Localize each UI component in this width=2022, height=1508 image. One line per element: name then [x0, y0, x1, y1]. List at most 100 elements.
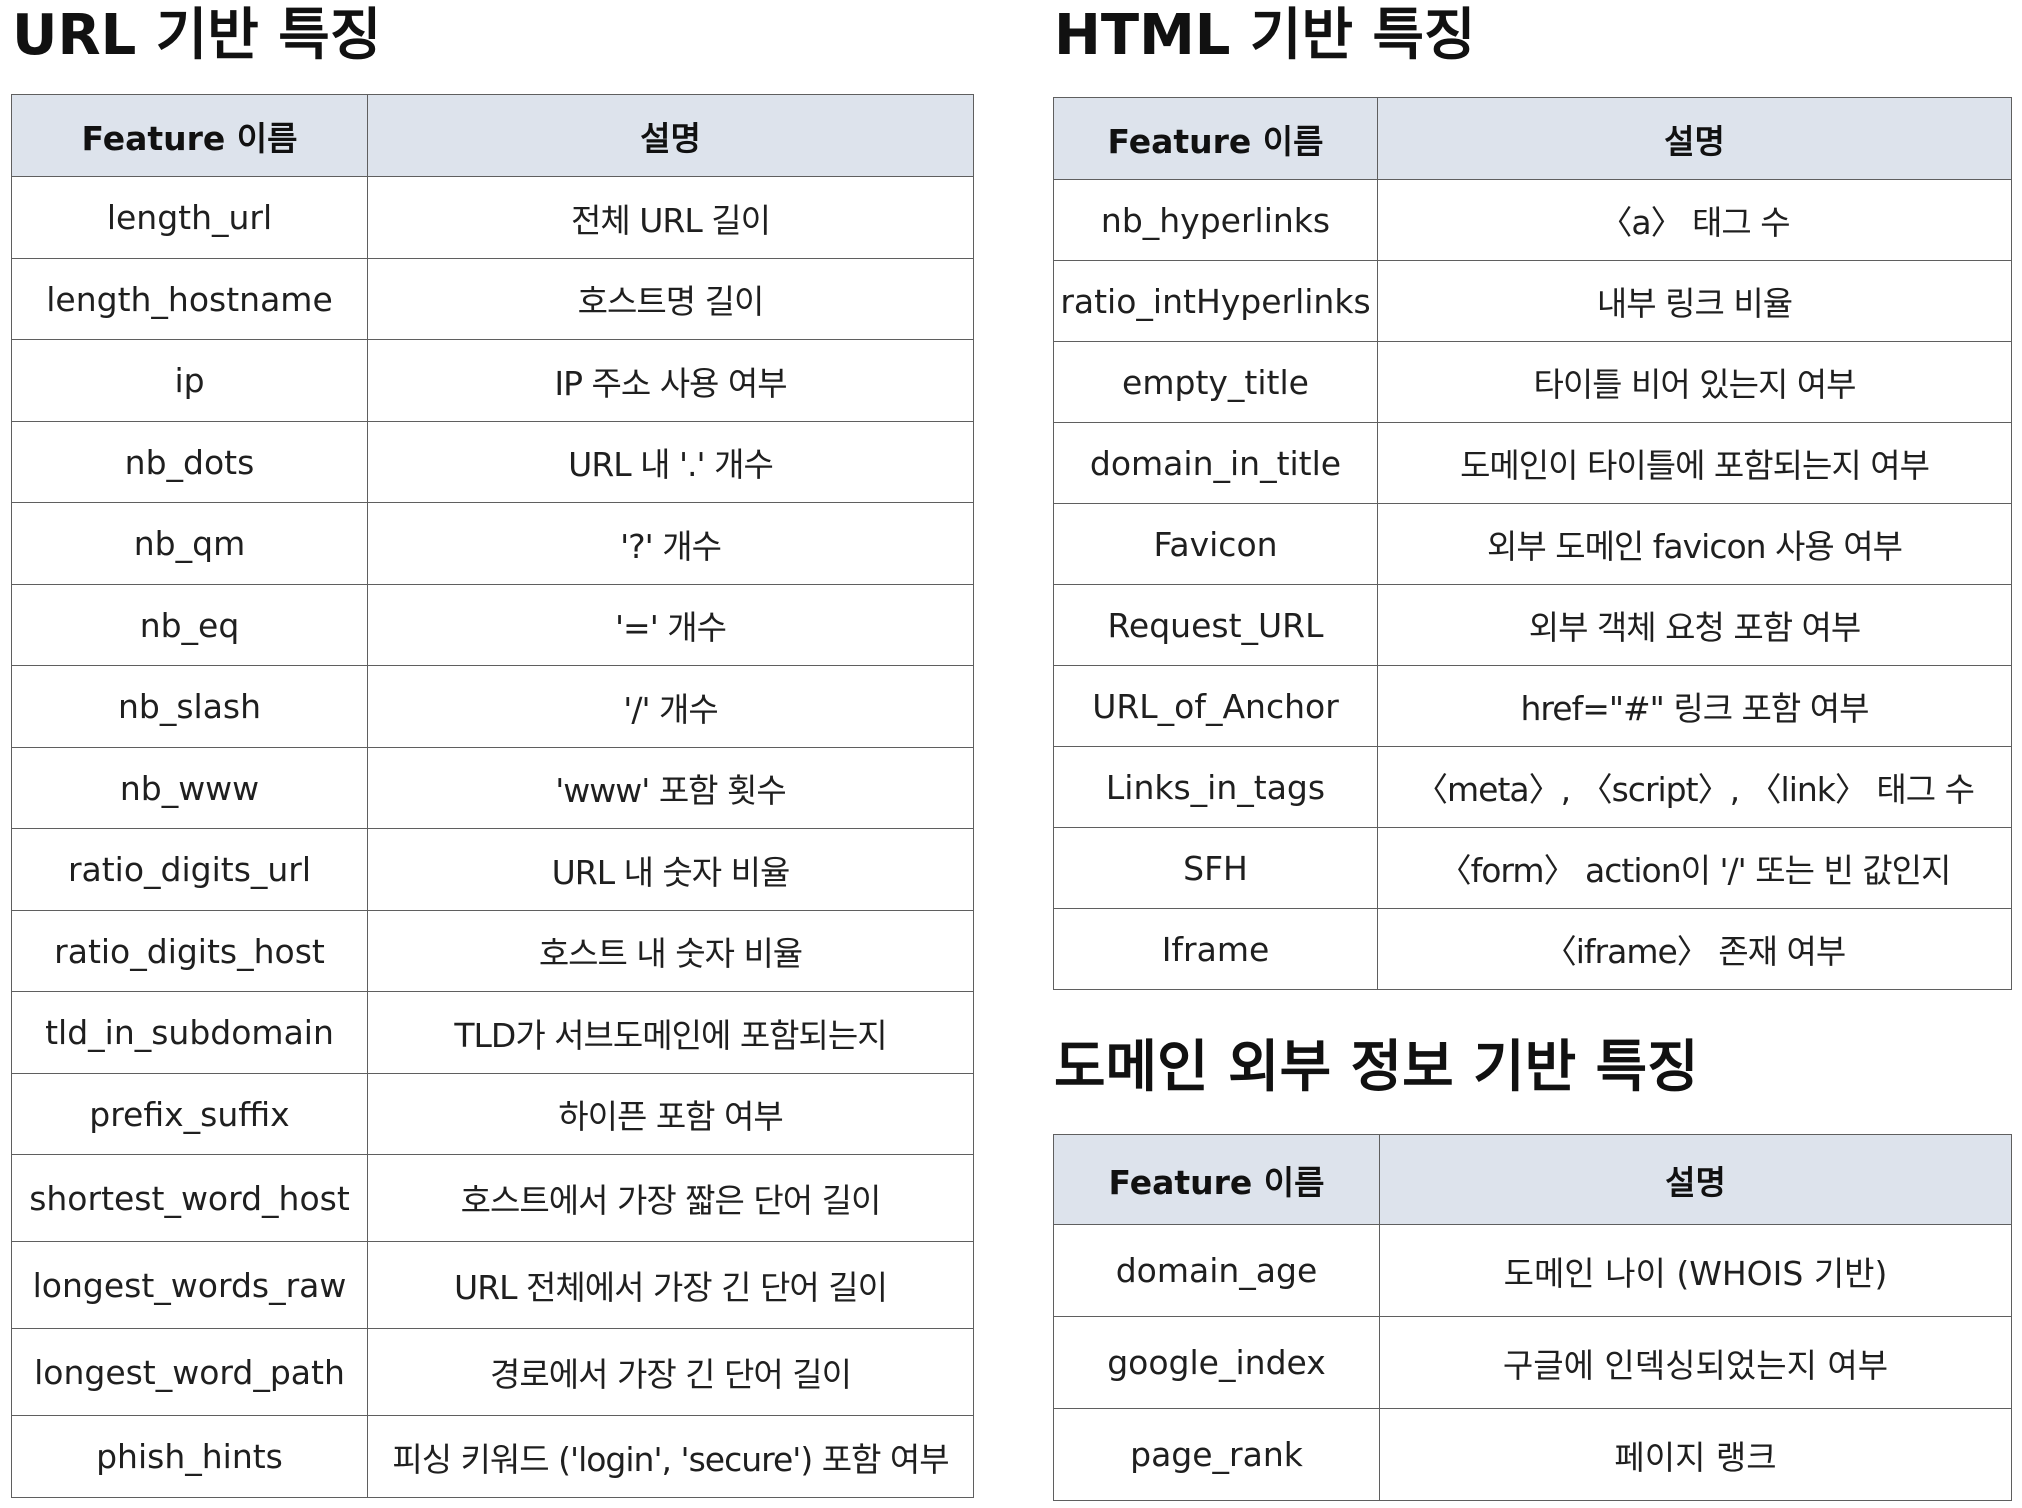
table-row: Links_in_tags 〈meta〉, 〈script〉, 〈link〉 태그…	[1053, 746, 2012, 828]
description-cell: 구글에 인덱싱되었는지 여부	[1379, 1316, 2012, 1409]
feature-name-cell: longest_words_raw	[11, 1241, 368, 1329]
feature-name-cell: length_hostname	[11, 258, 368, 340]
table-row: Iframe 〈iframe〉 존재 여부	[1053, 908, 2012, 990]
table-row: longest_word_path 경로에서 가장 긴 단어 길이	[11, 1328, 974, 1416]
table-row: google_index 구글에 인덱싱되었는지 여부	[1053, 1316, 2012, 1409]
feature-name-header: Feature 이름	[11, 94, 368, 177]
table-row: length_hostname 호스트명 길이	[11, 258, 974, 340]
description-cell: IP 주소 사용 여부	[367, 339, 974, 422]
feature-name-cell: URL_of_Anchor	[1053, 665, 1378, 747]
description-cell: 〈form〉 action이 '/' 또는 빈 값인지	[1377, 827, 2012, 909]
table-row: SFH 〈form〉 action이 '/' 또는 빈 값인지	[1053, 827, 2012, 909]
feature-name-cell: Iframe	[1053, 908, 1378, 990]
description-cell: href="#" 링크 포함 여부	[1377, 665, 2012, 747]
description-cell: 호스트 내 숫자 비율	[367, 910, 974, 992]
feature-name-cell: ratio_intHyperlinks	[1053, 260, 1378, 342]
description-cell: '/' 개수	[367, 665, 974, 748]
description-cell: 타이틀 비어 있는지 여부	[1377, 341, 2012, 423]
description-cell: 전체 URL 길이	[367, 176, 974, 259]
description-cell: 도메인 나이 (WHOIS 기반)	[1379, 1224, 2012, 1317]
description-cell: '?' 개수	[367, 502, 974, 585]
table-row: nb_www'www' 포함 횟수	[11, 747, 974, 829]
description-cell: 하이픈 포함 여부	[367, 1073, 974, 1155]
feature-name-header: Feature 이름	[1053, 1134, 1380, 1225]
feature-name-cell: ip	[11, 339, 368, 422]
table-row: length_url 전체 URL 길이	[11, 176, 974, 259]
description-cell: 도메인이 타이틀에 포함되는지 여부	[1377, 422, 2012, 504]
description-cell: URL 전체에서 가장 긴 단어 길이	[367, 1241, 974, 1329]
table-row: tld_in_subdomain TLD가 서브도메인에 포함되는지	[11, 991, 974, 1074]
domain-features-table: Feature 이름 설명 domain_age 도메인 나이 (WHOIS 기반…	[1053, 1134, 2012, 1501]
description-header: 설명	[367, 94, 974, 177]
table-row: ip IP 주소 사용 여부	[11, 339, 974, 422]
description-cell: 호스트에서 가장 짧은 단어 길이	[367, 1154, 974, 1242]
feature-name-cell: google_index	[1053, 1316, 1380, 1409]
feature-name-cell: nb_dots	[11, 421, 368, 503]
table-row: nb_qm '?' 개수	[11, 502, 974, 585]
description-cell: 호스트명 길이	[367, 258, 974, 340]
feature-name-cell: domain_age	[1053, 1224, 1380, 1317]
table-row: URL_of_Anchor href="#" 링크 포함 여부	[1053, 665, 2012, 747]
description-cell: URL 내 숫자 비율	[367, 828, 974, 911]
feature-name-cell: length_url	[11, 176, 368, 259]
table-row: prefix_suffix 하이픈 포함 여부	[11, 1073, 974, 1155]
description-cell: 경로에서 가장 긴 단어 길이	[367, 1328, 974, 1416]
feature-name-cell: nb_qm	[11, 502, 368, 585]
url-section-title: URL 기반 특징	[12, 3, 382, 68]
description-cell: 〈meta〉, 〈script〉, 〈link〉 태그 수	[1377, 746, 2012, 828]
feature-name-cell: nb_hyperlinks	[1053, 179, 1378, 261]
feature-name-cell: prefix_suffix	[11, 1073, 368, 1155]
table-row: phish_hints 피싱 키워드 ('login', 'secure') 포함…	[11, 1415, 974, 1498]
feature-name-cell: ratio_digits_host	[11, 910, 368, 992]
feature-name-cell: domain_in_title	[1053, 422, 1378, 504]
table-header-row: Feature 이름 설명	[1053, 97, 2012, 180]
table-row: nb_dots URL 내 '.' 개수	[11, 421, 974, 503]
table-row: nb_slash '/' 개수	[11, 665, 974, 748]
feature-name-cell: phish_hints	[11, 1415, 368, 1498]
description-cell: 페이지 랭크	[1379, 1408, 2012, 1501]
table-row: Favicon 외부 도메인 favicon 사용 여부	[1053, 503, 2012, 585]
description-header: 설명	[1379, 1134, 2012, 1225]
table-row: longest_words_raw URL 전체에서 가장 긴 단어 길이	[11, 1241, 974, 1329]
feature-name-cell: page_rank	[1053, 1408, 1380, 1501]
html-features-table: Feature 이름 설명 nb_hyperlinks 〈a〉 태그 수 ratio…	[1053, 97, 2012, 990]
table-row: Request_URL 외부 객체 요청 포함 여부	[1053, 584, 2012, 666]
feature-name-cell: nb_eq	[11, 584, 368, 666]
html-section-title: HTML 기반 특징	[1054, 3, 1476, 68]
feature-name-cell: empty_title	[1053, 341, 1378, 423]
description-cell: URL 내 '.' 개수	[367, 421, 974, 503]
description-cell: 'www' 포함 횟수	[367, 747, 974, 829]
table-row: empty_title 타이틀 비어 있는지 여부	[1053, 341, 2012, 423]
description-cell: 〈a〉 태그 수	[1377, 179, 2012, 261]
table-row: ratio_digits_url URL 내 숫자 비율	[11, 828, 974, 911]
description-cell: 피싱 키워드 ('login', 'secure') 포함 여부	[367, 1415, 974, 1498]
feature-name-cell: tld_in_subdomain	[11, 991, 368, 1074]
url-features-table: Feature 이름 설명 length_url 전체 URL 길이 length_…	[11, 94, 974, 1498]
feature-name-cell: Request_URL	[1053, 584, 1378, 666]
description-cell: 외부 도메인 favicon 사용 여부	[1377, 503, 2012, 585]
feature-name-header: Feature 이름	[1053, 97, 1378, 180]
feature-name-cell: nb_www	[11, 747, 368, 829]
table-header-row: Feature 이름 설명	[1053, 1134, 2012, 1225]
feature-name-cell: SFH	[1053, 827, 1378, 909]
table-row: domain_in_title 도메인이 타이틀에 포함되는지 여부	[1053, 422, 2012, 504]
table-row: domain_age 도메인 나이 (WHOIS 기반)	[1053, 1224, 2012, 1317]
feature-name-cell: longest_word_path	[11, 1328, 368, 1416]
description-cell: 외부 객체 요청 포함 여부	[1377, 584, 2012, 666]
table-row: ratio_digits_host 호스트 내 숫자 비율	[11, 910, 974, 992]
feature-name-cell: ratio_digits_url	[11, 828, 368, 911]
description-cell: '=' 개수	[367, 584, 974, 666]
feature-name-cell: shortest_word_host	[11, 1154, 368, 1242]
table-row: ratio_intHyperlinks 내부 링크 비율	[1053, 260, 2012, 342]
description-cell: 내부 링크 비율	[1377, 260, 2012, 342]
table-row: page_rank 페이지 랭크	[1053, 1408, 2012, 1501]
table-row: nb_hyperlinks 〈a〉 태그 수	[1053, 179, 2012, 261]
feature-name-cell: Favicon	[1053, 503, 1378, 585]
description-cell: TLD가 서브도메인에 포함되는지	[367, 991, 974, 1074]
description-header: 설명	[1377, 97, 2012, 180]
domain-section-title: 도메인 외부 정보 기반 특징	[1054, 1035, 1699, 1100]
feature-name-cell: nb_slash	[11, 665, 368, 748]
description-cell: 〈iframe〉 존재 여부	[1377, 908, 2012, 990]
feature-name-cell: Links_in_tags	[1053, 746, 1378, 828]
table-row: shortest_word_host 호스트에서 가장 짧은 단어 길이	[11, 1154, 974, 1242]
